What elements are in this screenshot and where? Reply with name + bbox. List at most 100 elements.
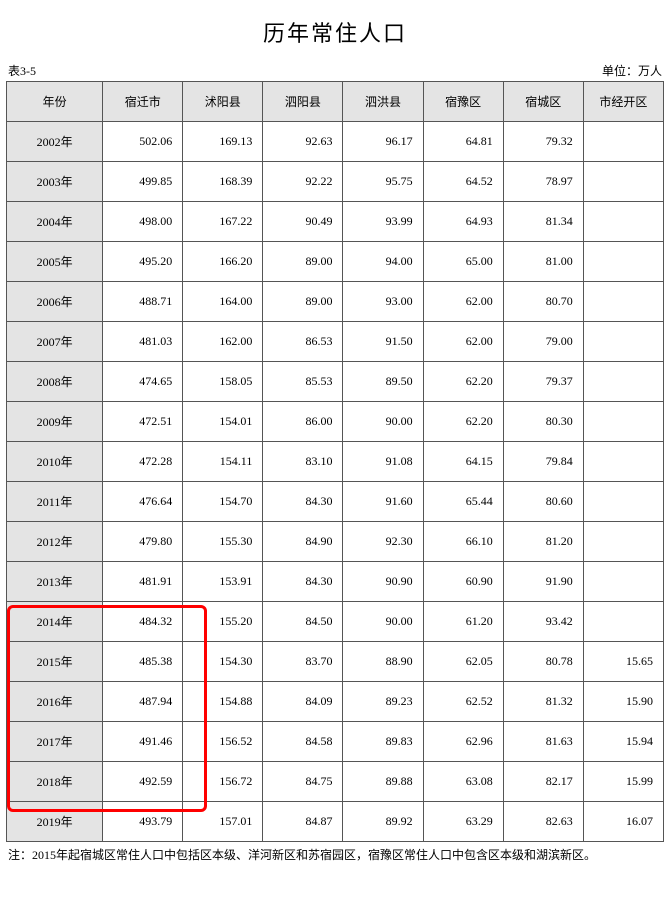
value-cell: 89.00 xyxy=(263,242,343,282)
table-row: 2008年474.65158.0585.5389.5062.2079.37 xyxy=(7,362,664,402)
value-cell: 62.00 xyxy=(423,282,503,322)
value-cell: 81.34 xyxy=(503,202,583,242)
value-cell xyxy=(583,362,663,402)
table-row: 2016年487.94154.8884.0989.2362.5281.3215.… xyxy=(7,682,664,722)
value-cell: 168.39 xyxy=(183,162,263,202)
value-cell: 79.84 xyxy=(503,442,583,482)
value-cell: 156.72 xyxy=(183,762,263,802)
value-cell: 495.20 xyxy=(103,242,183,282)
page-container: 历年常住人口 表3-5 单位：万人 年份宿迁市沭阳县泗阳县泗洪县宿豫区宿城区市经… xyxy=(0,0,670,873)
value-cell: 79.32 xyxy=(503,122,583,162)
value-cell: 484.32 xyxy=(103,602,183,642)
value-cell: 491.46 xyxy=(103,722,183,762)
value-cell: 157.01 xyxy=(183,802,263,842)
value-cell: 15.90 xyxy=(583,682,663,722)
value-cell: 472.28 xyxy=(103,442,183,482)
value-cell: 166.20 xyxy=(183,242,263,282)
value-cell: 90.00 xyxy=(343,402,423,442)
year-cell: 2007年 xyxy=(7,322,103,362)
column-header: 年份 xyxy=(7,82,103,122)
value-cell: 92.30 xyxy=(343,522,423,562)
table-body: 2002年502.06169.1392.6396.1764.8179.32200… xyxy=(7,122,664,842)
value-cell: 154.88 xyxy=(183,682,263,722)
value-cell: 15.99 xyxy=(583,762,663,802)
value-cell: 476.64 xyxy=(103,482,183,522)
value-cell: 62.52 xyxy=(423,682,503,722)
value-cell: 66.10 xyxy=(423,522,503,562)
year-cell: 2010年 xyxy=(7,442,103,482)
year-cell: 2002年 xyxy=(7,122,103,162)
value-cell: 84.87 xyxy=(263,802,343,842)
value-cell: 86.53 xyxy=(263,322,343,362)
table-row: 2003年499.85168.3992.2295.7564.5278.97 xyxy=(7,162,664,202)
value-cell: 93.00 xyxy=(343,282,423,322)
table-row: 2005年495.20166.2089.0094.0065.0081.00 xyxy=(7,242,664,282)
value-cell: 88.90 xyxy=(343,642,423,682)
year-cell: 2011年 xyxy=(7,482,103,522)
value-cell: 64.93 xyxy=(423,202,503,242)
value-cell: 84.58 xyxy=(263,722,343,762)
value-cell: 92.22 xyxy=(263,162,343,202)
value-cell: 167.22 xyxy=(183,202,263,242)
year-cell: 2004年 xyxy=(7,202,103,242)
year-cell: 2006年 xyxy=(7,282,103,322)
value-cell: 84.30 xyxy=(263,562,343,602)
table-row: 2015年485.38154.3083.7088.9062.0580.7815.… xyxy=(7,642,664,682)
year-cell: 2018年 xyxy=(7,762,103,802)
value-cell: 62.20 xyxy=(423,402,503,442)
value-cell: 62.05 xyxy=(423,642,503,682)
value-cell: 63.29 xyxy=(423,802,503,842)
value-cell: 81.00 xyxy=(503,242,583,282)
value-cell: 79.00 xyxy=(503,322,583,362)
value-cell: 93.99 xyxy=(343,202,423,242)
value-cell: 485.38 xyxy=(103,642,183,682)
value-cell: 91.90 xyxy=(503,562,583,602)
value-cell: 82.63 xyxy=(503,802,583,842)
value-cell: 15.94 xyxy=(583,722,663,762)
meta-row: 表3-5 单位：万人 xyxy=(6,62,664,81)
year-cell: 2013年 xyxy=(7,562,103,602)
value-cell: 158.05 xyxy=(183,362,263,402)
value-cell: 498.00 xyxy=(103,202,183,242)
value-cell: 154.30 xyxy=(183,642,263,682)
value-cell: 156.52 xyxy=(183,722,263,762)
table-row: 2010年472.28154.1183.1091.0864.1579.84 xyxy=(7,442,664,482)
value-cell: 86.00 xyxy=(263,402,343,442)
value-cell: 62.20 xyxy=(423,362,503,402)
table-number-label: 表3-5 xyxy=(8,62,36,79)
value-cell: 89.00 xyxy=(263,282,343,322)
value-cell xyxy=(583,402,663,442)
value-cell: 493.79 xyxy=(103,802,183,842)
value-cell: 481.03 xyxy=(103,322,183,362)
value-cell: 154.01 xyxy=(183,402,263,442)
column-header: 宿迁市 xyxy=(103,82,183,122)
value-cell: 96.17 xyxy=(343,122,423,162)
value-cell: 84.30 xyxy=(263,482,343,522)
page-title: 历年常住人口 xyxy=(6,16,664,48)
value-cell: 84.75 xyxy=(263,762,343,802)
value-cell xyxy=(583,122,663,162)
table-row: 2006年488.71164.0089.0093.0062.0080.70 xyxy=(7,282,664,322)
year-cell: 2009年 xyxy=(7,402,103,442)
table-row: 2007年481.03162.0086.5391.5062.0079.00 xyxy=(7,322,664,362)
year-cell: 2008年 xyxy=(7,362,103,402)
value-cell: 154.11 xyxy=(183,442,263,482)
value-cell: 62.00 xyxy=(423,322,503,362)
value-cell: 78.97 xyxy=(503,162,583,202)
value-cell: 63.08 xyxy=(423,762,503,802)
table-head: 年份宿迁市沭阳县泗阳县泗洪县宿豫区宿城区市经开区 xyxy=(7,82,664,122)
value-cell xyxy=(583,282,663,322)
value-cell: 153.91 xyxy=(183,562,263,602)
column-header: 泗洪县 xyxy=(343,82,423,122)
table-row: 2012年479.80155.3084.9092.3066.1081.20 xyxy=(7,522,664,562)
value-cell: 64.81 xyxy=(423,122,503,162)
unit-label: 单位：万人 xyxy=(602,62,662,79)
value-cell: 83.10 xyxy=(263,442,343,482)
value-cell: 83.70 xyxy=(263,642,343,682)
column-header: 泗阳县 xyxy=(263,82,343,122)
value-cell: 64.52 xyxy=(423,162,503,202)
value-cell: 64.15 xyxy=(423,442,503,482)
value-cell: 91.60 xyxy=(343,482,423,522)
value-cell: 79.37 xyxy=(503,362,583,402)
value-cell: 91.08 xyxy=(343,442,423,482)
